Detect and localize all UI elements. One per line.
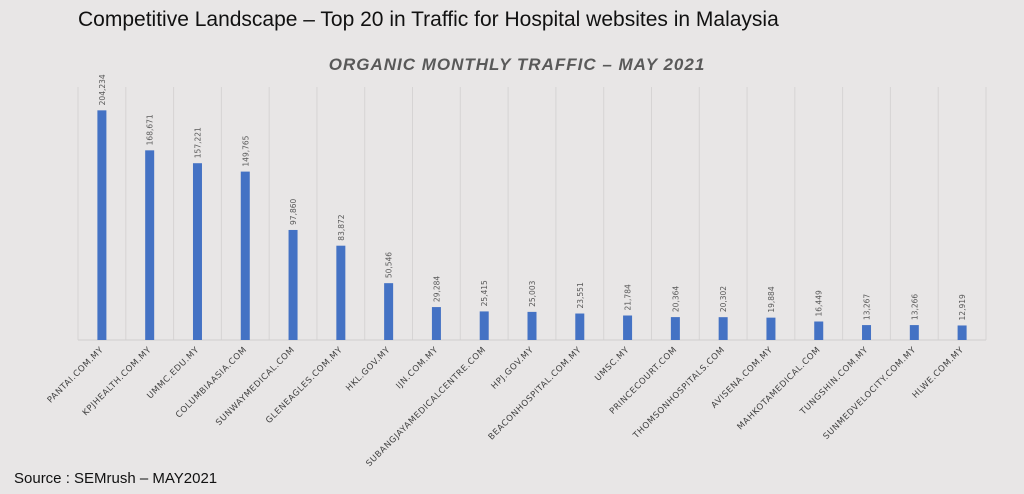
bar: [766, 317, 776, 340]
bar: [575, 313, 585, 340]
category-label: THOMSONHOSPITALS.COM: [631, 345, 727, 441]
bar: [957, 325, 967, 340]
gridlines: [77, 87, 987, 340]
data-label: 13,267: [863, 294, 872, 320]
bar: [192, 163, 202, 340]
chart-title: ORGANIC MONTHLY TRAFFIC – MAY 2021: [328, 55, 706, 74]
data-label: 12,919: [958, 294, 967, 320]
bar: [336, 245, 346, 340]
category-label: HKL.GOV.MY: [344, 345, 393, 394]
bar: [909, 325, 919, 340]
bar: [240, 171, 250, 340]
data-label: 83,872: [337, 214, 346, 240]
data-label: 25,415: [480, 280, 489, 306]
data-label: 20,364: [671, 286, 680, 312]
category-label: GLENEAGLES.COM.MY: [264, 345, 345, 426]
category-label: HLWE.COM.MY: [911, 345, 967, 401]
data-label: 16,449: [815, 290, 824, 316]
data-label: 149,765: [241, 135, 250, 166]
bar: [479, 311, 489, 340]
data-label: 97,860: [289, 198, 298, 224]
data-label: 20,302: [719, 286, 728, 312]
bar: [623, 315, 633, 340]
data-label: 19,884: [767, 286, 776, 312]
data-label: 50,546: [385, 252, 394, 278]
data-label: 157,221: [193, 127, 202, 158]
bar: [97, 110, 107, 340]
data-label: 168,671: [146, 114, 155, 145]
data-label: 13,266: [910, 294, 919, 320]
category-label: HPJ.GOV.MY: [490, 345, 537, 392]
bar: [145, 150, 155, 340]
category-label: SUNWAYMEDICAL.COM: [214, 345, 297, 428]
data-label: 204,234: [98, 74, 107, 105]
category-labels-group: PANTAI.COM.MYKPJHEALTH.COM.MYUMMC.EDU.MY…: [46, 345, 967, 469]
bar: [670, 317, 680, 340]
bar: [718, 317, 728, 340]
data-label: 29,284: [432, 276, 441, 302]
source-note: Source : SEMrush – MAY2021: [14, 470, 218, 487]
bar: [288, 229, 298, 340]
bar: [431, 307, 441, 340]
category-label: BEACONHOSPITAL.COM.MY: [487, 345, 584, 442]
category-label: UMSC.MY: [593, 345, 632, 384]
data-label: 23,551: [576, 282, 585, 308]
category-label: IJN.COM.MY: [394, 345, 440, 391]
bar: [384, 283, 394, 340]
data-label: 25,003: [528, 280, 537, 306]
bar: [814, 321, 824, 340]
category-label: MAHKOTAMEDICAL.COM: [736, 345, 823, 432]
bars-group: [97, 110, 967, 340]
page-title: Competitive Landscape – Top 20 in Traffi…: [78, 8, 779, 31]
category-label: SUNMEDVELOCITY.COM.MY: [822, 345, 919, 442]
value-labels-group: 204,234 168,671 157,221 149,765 97,860 83,872…: [98, 74, 967, 320]
bar: [527, 311, 537, 340]
data-label: 21,784: [624, 284, 633, 310]
bar: [862, 325, 872, 340]
